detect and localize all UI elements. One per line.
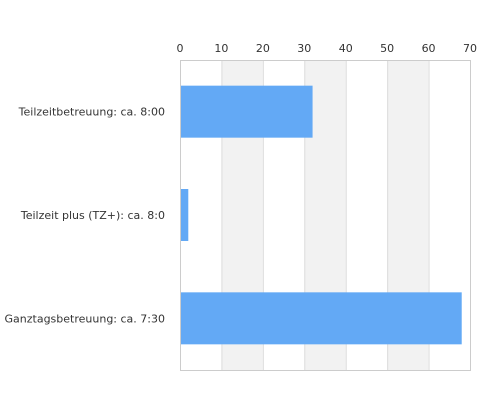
x-tick-label: 60 (422, 42, 436, 55)
y-axis-labels: Teilzeitbetreuung: ca. 8:00 Teilzeit plus… (5, 106, 165, 326)
plot-frame (180, 60, 471, 371)
x-tick-label: 10 (214, 42, 228, 55)
x-tick-label: 40 (339, 42, 353, 55)
bar (181, 85, 313, 138)
category-label: Teilzeitbetreuung: ca. 8:00 (18, 106, 165, 119)
bars (181, 85, 462, 345)
category-label: Teilzeit plus (TZ+): ca. 8:0 (20, 209, 165, 222)
x-tick-label: 70 (463, 42, 477, 55)
x-tick-label: 30 (297, 42, 311, 55)
category-label: Ganztagsbetreuung: ca. 7:30 (5, 312, 165, 325)
x-tick-label: 50 (380, 42, 394, 55)
bar (181, 189, 189, 241)
x-tick-label: 20 (256, 42, 270, 55)
x-axis-ticks: 0 10 20 30 40 50 60 70 (177, 42, 478, 55)
x-tick-label: 0 (177, 42, 184, 55)
bar (181, 292, 462, 345)
